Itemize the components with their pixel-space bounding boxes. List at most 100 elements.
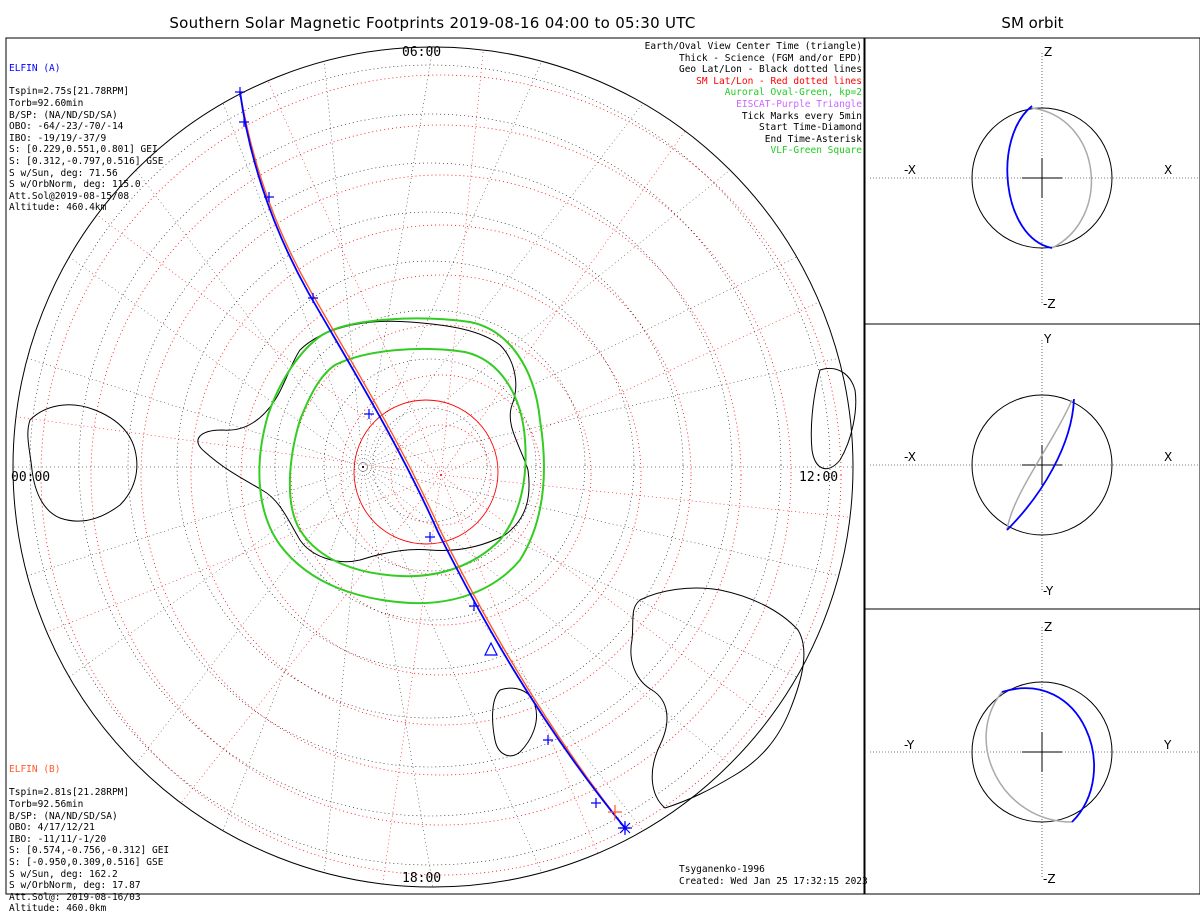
probe-a-name: ELFIN (A) xyxy=(9,63,61,75)
probe-a-tick xyxy=(239,117,249,127)
auroral-oval-outer xyxy=(258,317,545,605)
geo-meridian xyxy=(362,466,731,765)
geo-meridian xyxy=(362,466,434,888)
geo-meridian xyxy=(69,466,364,678)
probe-b-tick xyxy=(608,805,622,819)
geo-lat-circle xyxy=(127,162,733,768)
orbit-gray xyxy=(985,691,1073,823)
probe-a-line: S w/OrbNorm, deg: 115.0 xyxy=(9,179,141,191)
geo-meridian xyxy=(362,46,434,468)
probe-b-line: S: [0.574,-0.756,-0.312] GEI xyxy=(9,845,170,857)
probe-a-line: IBO: -19/19/-37/9 xyxy=(9,132,107,144)
earth-circle xyxy=(971,394,1113,536)
probe-a-line: OBO: -64/-23/-70/-14 xyxy=(9,121,124,133)
page-title: Southern Solar Magnetic Footprints 2019-… xyxy=(169,14,696,32)
geo-meridian xyxy=(324,61,364,468)
clock-label-bottom: 18:00 xyxy=(402,871,442,886)
sm-meridian xyxy=(267,80,442,476)
probe-b-line: Altitude: 460.0km xyxy=(9,903,107,915)
geo-meridian xyxy=(27,466,364,576)
geo-meridian xyxy=(222,466,364,831)
legend-entry: Start Time-Diamond xyxy=(759,122,862,134)
probe-a-tick xyxy=(308,293,318,303)
geo-lat-circle xyxy=(225,260,635,670)
sm-meridian xyxy=(440,49,484,476)
probe-b-line: Att.Sol@: 2019-08-16/03 xyxy=(9,891,141,903)
probe-a-track xyxy=(239,91,626,829)
geo-meridian xyxy=(362,256,797,468)
geo-lat-circle xyxy=(29,64,831,866)
footer: Tsyganenko-1996 Created: Wed Jan 25 17:3… xyxy=(679,864,868,888)
probe-a-line: S: [0.229,0.551,0.801] GEI xyxy=(9,144,158,156)
sm-lat-circle xyxy=(40,74,842,876)
panel1-bottom-label: -Z xyxy=(1043,297,1056,311)
legend-entry: Geo Lat/Lon - Black dotted lines xyxy=(678,64,862,76)
probe-a-line: Tspin=2.75s[21.78RPM] xyxy=(9,86,130,98)
probe-b-line: B/SP: (NA/ND/SD/SA) xyxy=(9,810,118,822)
sm-orbit-title: SM orbit xyxy=(1001,14,1064,32)
sm-lat-circle xyxy=(140,174,742,776)
panel3-right-label: Y xyxy=(1164,738,1172,752)
probe-b-line: S: [-0.950,0.309,0.516] GSE xyxy=(9,856,164,868)
sm-meridian xyxy=(440,474,770,720)
panel2-left-label: -X xyxy=(904,450,916,464)
view-center-triangle xyxy=(484,641,498,656)
panel1-top-label: Z xyxy=(1044,45,1053,59)
legend-entry: EISCAT-Purple Triangle xyxy=(736,98,862,110)
orbit-blue xyxy=(1001,687,1095,823)
sm-meridian xyxy=(440,301,820,476)
sm-lat-circle xyxy=(290,324,592,626)
sm-meridian xyxy=(440,474,851,518)
probe-a-tick xyxy=(364,409,374,419)
panel2-bottom-label: -Y xyxy=(1043,584,1054,598)
earth-limb xyxy=(12,46,854,888)
sm-meridian xyxy=(440,130,686,476)
geo-lat-circle xyxy=(176,211,684,719)
geo-meridian xyxy=(135,169,364,468)
panel2-right-label: X xyxy=(1164,450,1173,464)
panel2-top-label: Y xyxy=(1044,332,1052,346)
sm-meridian xyxy=(382,474,442,885)
south-america-outline xyxy=(630,587,805,809)
footer-model: Tsyganenko-1996 xyxy=(679,864,765,875)
sm-lat-circle xyxy=(190,224,692,726)
sm-meridian xyxy=(180,474,442,804)
legend-entry: VLF-Green Square xyxy=(770,145,862,157)
probe-a-tick xyxy=(235,87,245,97)
legend-entry: Thick - Science (FGM and/or EPD) xyxy=(678,52,862,64)
probe-a-line: B/SP: (NA/ND/SD/SA) xyxy=(9,109,118,121)
island-outline xyxy=(810,367,857,470)
probe-b-line: S w/OrbNorm, deg: 17.87 xyxy=(9,880,141,892)
geo-meridian xyxy=(362,466,644,831)
end-time-asterisk xyxy=(618,821,632,835)
panel1-right-label: X xyxy=(1164,163,1173,177)
legend-entry: SM Lat/Lon - Red dotted lines xyxy=(696,75,862,87)
probe-a-tick xyxy=(591,798,601,808)
africa-outline xyxy=(27,404,138,522)
panel3-top-label: Z xyxy=(1044,620,1053,634)
orbit-gray xyxy=(1006,399,1073,531)
legend-entry: Auroral Oval-Green, kp=2 xyxy=(724,87,862,99)
orbit-blue xyxy=(1006,105,1053,249)
sm-lat-circle xyxy=(390,424,492,526)
probe-b-name: ELFIN (B) xyxy=(9,764,61,776)
map-frame xyxy=(5,37,865,895)
clock-label-right: 12:00 xyxy=(799,470,839,485)
orbit-blue xyxy=(1006,398,1075,531)
geo-meridian xyxy=(362,466,797,678)
probe-b-line: Torb=92.56min xyxy=(9,798,84,810)
sm-lat-circle xyxy=(90,124,792,826)
panel3-bottom-label: -Z xyxy=(1043,872,1056,886)
geo-meridian xyxy=(69,256,364,468)
panel1-left-label: -X xyxy=(904,163,916,177)
probe-b-info: ELFIN (B) Tspin=2.81s[21.28RPM] Torb=92.5… xyxy=(9,741,169,915)
probe-a-tick xyxy=(264,192,274,202)
sm-lat-circle xyxy=(340,374,542,576)
probe-a-line: S w/Sun, deg: 71.56 xyxy=(9,167,118,179)
probe-b-track xyxy=(239,91,626,829)
probe-b-line: IBO: -11/11/-1/20 xyxy=(9,833,107,845)
earth-circle xyxy=(971,681,1113,823)
geo-meridian xyxy=(362,103,644,468)
geo-lat-circle xyxy=(372,407,488,523)
